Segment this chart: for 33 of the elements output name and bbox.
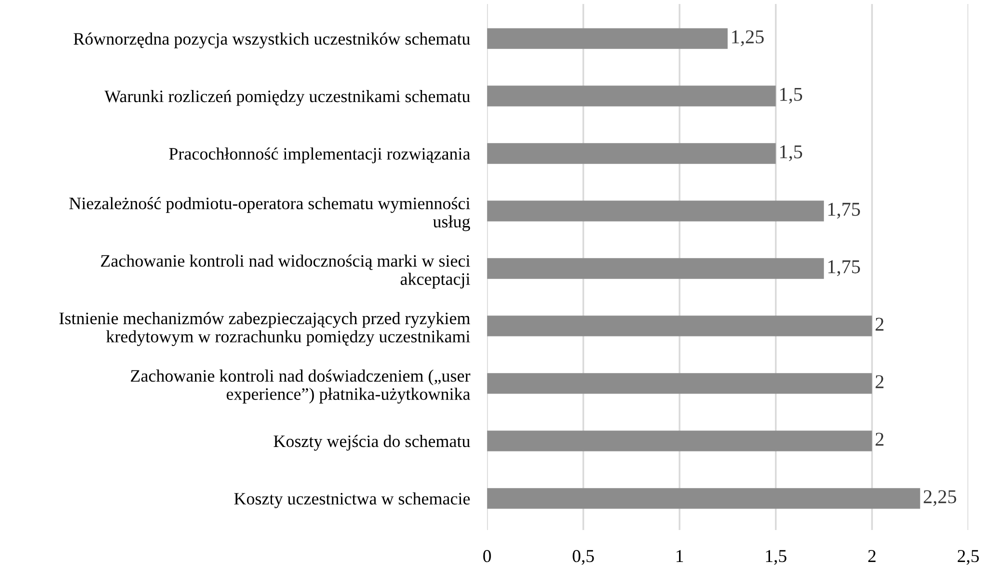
bar	[487, 200, 824, 222]
y-tick-label: Koszty wejścia do schematu	[274, 434, 470, 451]
x-tick-label: 1,5	[766, 550, 786, 565]
data-label: 1,75	[828, 260, 860, 276]
x-tick-label: 1	[676, 550, 683, 562]
data-label: 2,25	[924, 490, 956, 506]
bar	[487, 316, 872, 336]
x-tick-label: 2	[868, 550, 876, 562]
data-label: 2	[876, 432, 884, 446]
bar	[487, 258, 824, 279]
x-tick-label: 2,5	[958, 550, 979, 565]
y-tick-label: Pracochłonność implementacji rozwiązania	[169, 147, 470, 164]
data-label: 2	[876, 375, 884, 388]
y-tick-label: Warunki rozliczeń pomiędzy uczestnikami schematu	[104, 90, 470, 106]
y-tick-label: Równorzędna pozycja wszystkich uczestników schematu	[74, 32, 470, 48]
y-tick-label: Zachowanie kontroli nad doświadczeniem („user experience”) płatnika-użytkownika	[130, 370, 470, 404]
bar	[487, 28, 728, 49]
y-tick-label: Koszty uczestnictwa w schemacie	[234, 492, 470, 508]
y-tick-label: Niezależność podmiotu-operatora schematu wymienności usług	[69, 197, 470, 232]
data-label: 1,25	[732, 30, 764, 46]
x-tick-label: 0,5	[572, 550, 594, 565]
data-label: 1,5	[780, 145, 802, 162]
y-tick-label: Istnienie mechanizmów zabezpieczających przed ryzykiem kredytowym w rozrachunku pomiędzy uczestnikami	[59, 312, 470, 346]
bar	[487, 86, 776, 106]
x-tick-label: 0	[483, 550, 491, 562]
data-label: 1,75	[828, 202, 860, 219]
bar	[487, 488, 920, 509]
bar	[487, 430, 872, 452]
bar	[487, 143, 776, 164]
data-label: 2	[876, 318, 884, 331]
y-tick-label: Zachowanie kontroli nad widocznością marki w sieci akceptacji	[100, 254, 470, 288]
data-label: 1,5	[780, 88, 802, 104]
bar	[487, 373, 872, 394]
